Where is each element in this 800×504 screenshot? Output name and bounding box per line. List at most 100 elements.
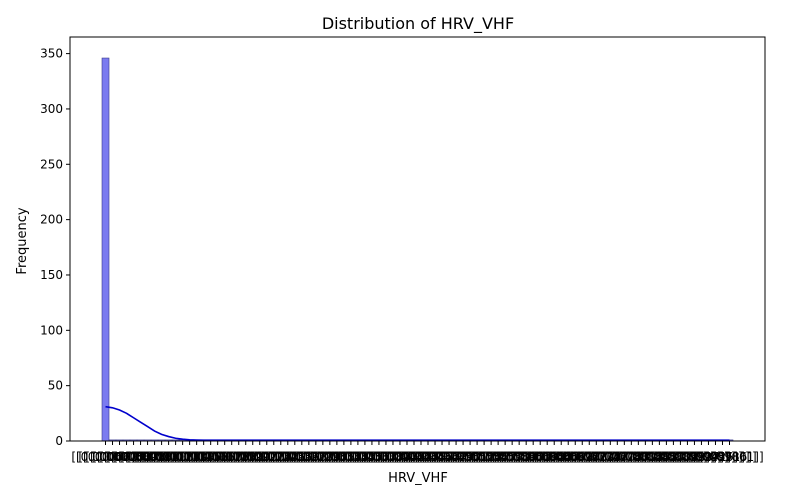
x-tick-label: [[0.00139]]	[155, 450, 223, 464]
x-tick-label: [[0.00986]]	[688, 450, 756, 464]
x-tick-label: [[0.00760]]	[576, 450, 644, 464]
x-tick-label: [[0.00536]]	[450, 450, 518, 464]
x-tick-label: [[0.00583]]	[478, 450, 546, 464]
x-tick-label: [[0.00183]]	[198, 450, 266, 464]
x-tick-label: [[0.00956]]	[674, 450, 742, 464]
y-tick-label: 300	[40, 102, 63, 116]
x-tick-label: [[0.01001]]	[695, 450, 763, 464]
x-tick-label: [[0.00571]]	[471, 450, 539, 464]
x-tick-label: [[0.00842]]	[618, 450, 686, 464]
x-tick-label: [[0.00111]]	[127, 450, 195, 464]
x-tick-label: [[0.00175]]	[191, 450, 259, 464]
x-tick-label: [[0.00559]]	[464, 450, 532, 464]
y-axis-label: Frequency	[15, 207, 30, 274]
x-tick-label: [[0.00468]]	[408, 450, 476, 464]
x-tick-label: [[0.00277]]	[275, 450, 343, 464]
x-tick-label: [[0.00286]]	[282, 450, 350, 464]
x-tick-label: [[0.00927]]	[660, 450, 728, 464]
x-tick-label: [[0.00383]]	[352, 450, 420, 464]
x-tick-label: [[0.00259]]	[261, 450, 329, 464]
x-tick-label: [[0.00657]]	[520, 450, 588, 464]
x-tick-label: [[0.00524]]	[443, 450, 511, 464]
x-tick-label: [[0.00513]]	[436, 450, 504, 464]
x-tick-label: [[0.00490]]	[422, 450, 490, 464]
x-tick-label: [[0.00098]]	[113, 450, 181, 464]
chart-title: Distribution of HRV_VHF	[322, 14, 514, 34]
x-tick-label: [[0.00071]]	[78, 450, 146, 464]
x-tick-label: [[0.00343]]	[324, 450, 392, 464]
x-tick-label: [[0.00191]]	[205, 450, 273, 464]
x-tick-label: [[0.00801]]	[597, 450, 665, 464]
plot-frame	[69, 36, 766, 442]
x-tick-label: [[0.00942]]	[667, 450, 735, 464]
x-tick-label: [[0.00695]]	[541, 450, 609, 464]
x-tick-label: [[0.00971]]	[681, 450, 749, 464]
x-tick-label: [[0.00425]]	[380, 450, 448, 464]
y-tick-label: 100	[40, 323, 63, 337]
x-tick-label: [[0.00669]]	[527, 450, 595, 464]
x-tick-label: [[0.00224]]	[233, 450, 301, 464]
x-tick-label: [[0.00124]]	[141, 450, 209, 464]
x-tick-label: [[0.00145]]	[162, 450, 230, 464]
x-tick-label: [[0.00314]]	[303, 450, 371, 464]
x-tick-label: [[0.00268]]	[268, 450, 336, 464]
x-tick-label: [[0.00393]]	[359, 450, 427, 464]
x-tick-label: [[0.00828]]	[611, 450, 679, 464]
x-tick-label: [[0.00250]]	[254, 450, 322, 464]
y-tick-label: 50	[48, 379, 63, 393]
y-tick-label: 200	[40, 213, 63, 227]
x-tick-label: [[0.00373]]	[345, 450, 413, 464]
x-tick-label: [[0.00774]]	[583, 450, 651, 464]
x-tick-label: [[0.00682]]	[534, 450, 602, 464]
x-tick-label: [[0.00333]]	[317, 450, 385, 464]
histogram-bar	[101, 57, 110, 442]
x-tick-label: [[0.00066]]	[71, 450, 139, 464]
y-tick-label: 250	[40, 157, 63, 171]
x-tick-label: [[0.00233]]	[240, 450, 308, 464]
y-tick-label: 350	[40, 47, 63, 61]
x-tick-label: [[0.00414]]	[373, 450, 441, 464]
x-tick-label: [[0.00856]]	[625, 450, 693, 464]
x-tick-label: [[0.00152]]	[169, 450, 237, 464]
x-tick-label: [[0.00305]]	[296, 450, 364, 464]
x-tick-label: [[0.00734]]	[562, 450, 630, 464]
y-tick-label: 150	[40, 268, 63, 282]
x-tick-label: [[0.00787]]	[590, 450, 658, 464]
x-tick-label: [[0.00814]]	[604, 450, 672, 464]
x-tick-label: [[0.00092]]	[106, 450, 174, 464]
x-tick-label: [[0.00884]]	[639, 450, 707, 464]
x-tick-label: [[0.00295]]	[289, 450, 357, 464]
x-tick-label: [[0.00747]]	[569, 450, 637, 464]
y-tick-label: 0	[55, 434, 63, 448]
x-tick-label: [[0.00160]]	[176, 450, 244, 464]
x-tick-label: [[0.00644]]	[513, 450, 581, 464]
x-tick-label: [[0.00104]]	[120, 450, 188, 464]
plot-area: 0 50 100 150 200 250 300 350 [[0.00066]][[0.0007…	[40, 36, 766, 464]
x-tick-label: [[0.00207]]	[219, 450, 287, 464]
x-tick-label: [[0.00075]]	[85, 450, 153, 464]
x-tick-label: [[0.00547]]	[457, 450, 525, 464]
x-tick-label: [[0.00118]]	[134, 450, 202, 464]
x-tick-label: [[0.00241]]	[247, 450, 315, 464]
x-tick-label: [[0.00632]]	[506, 450, 574, 464]
x-tick-label: [[0.00457]]	[401, 450, 469, 464]
x-tick-label: [[0.00353]]	[331, 450, 399, 464]
x-tick-label: [[0.00167]]	[184, 450, 252, 464]
x-tick-label: [[0.00619]]	[499, 450, 567, 464]
x-tick-label: [[0.00363]]	[338, 450, 406, 464]
x-tick-label: [[0.00446]]	[394, 450, 462, 464]
x-tick-label: [[0.00898]]	[646, 450, 714, 464]
x-tick-label: [[0.00913]]	[653, 450, 721, 464]
x-tick-label: [[0.00131]]	[148, 450, 216, 464]
x-tick-label: [[0.00324]]	[310, 450, 378, 464]
kde-line	[105, 405, 730, 441]
x-tick-label: [[0.00708]]	[548, 450, 616, 464]
x-tick-label: [[0.00404]]	[366, 450, 434, 464]
x-tick-label: [[0.00607]]	[492, 450, 560, 464]
x-tick-label: [[0.00087]]	[99, 450, 167, 464]
x-tick-label: [[0.00501]]	[429, 450, 497, 464]
x-tick-label: [[0.00870]]	[632, 450, 700, 464]
x-tick-label: [[0.00199]]	[212, 450, 280, 464]
